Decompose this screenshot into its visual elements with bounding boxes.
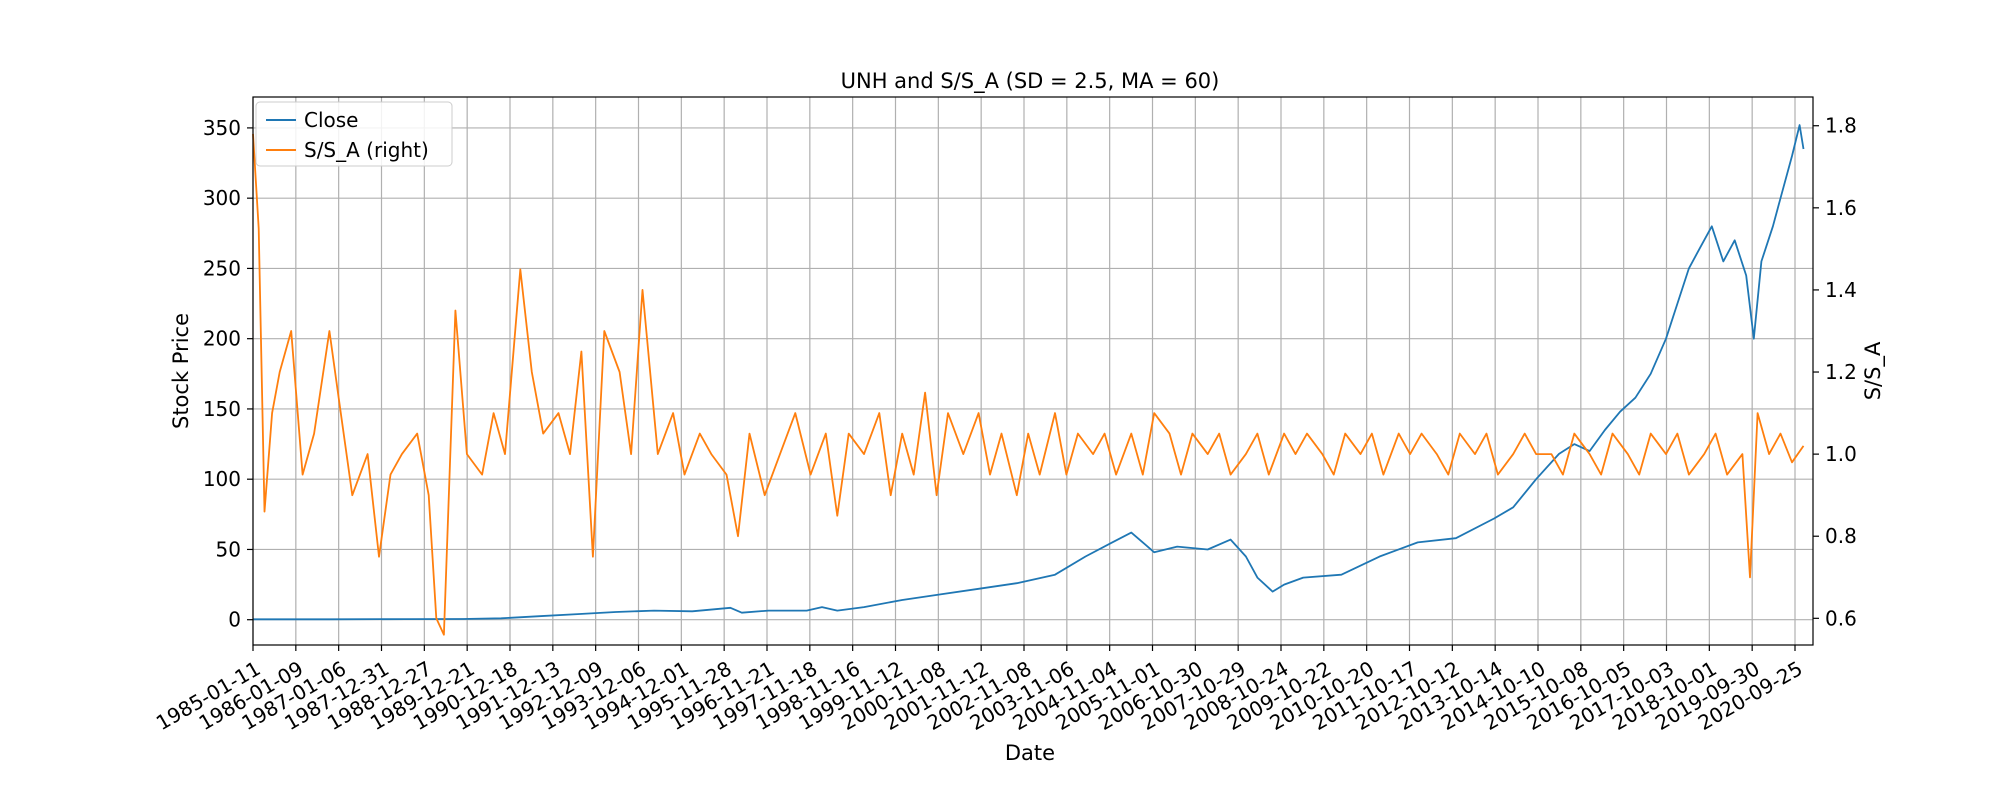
y-tick-label-right: 1.4 (1825, 278, 1857, 302)
y-tick-label-left: 0 (228, 608, 241, 632)
legend-box (255, 101, 453, 167)
series-line-ss-a (252, 133, 1805, 636)
grid (252, 97, 1813, 645)
y-tick-label-right: 0.6 (1825, 606, 1857, 630)
y-tick-label-left: 200 (203, 327, 241, 351)
y-tick-label-left: 100 (203, 467, 241, 491)
series-line-close (253, 124, 1805, 621)
legend-label-ss-a: S/S_A (right) (304, 138, 429, 162)
plot-frame (252, 96, 1814, 646)
chart-title: UNH and S/S_A (SD = 2.5, MA = 60) (841, 69, 1220, 94)
y-tick-label-left: 50 (216, 537, 241, 561)
x-axis-label: Date (1005, 741, 1055, 765)
y-axis-label-left: Stock Price (169, 313, 193, 429)
y-tick-label-left: 350 (203, 116, 241, 140)
y-tick-label-left: 300 (203, 186, 241, 210)
series-lines (252, 124, 1805, 636)
legend-label-close: Close (304, 108, 358, 132)
y-tick-label-left: 150 (203, 397, 241, 421)
legend: Close S/S_A (right) (255, 101, 453, 167)
y-tick-label-right: 1.8 (1825, 114, 1857, 138)
y-tick-label-right: 1.6 (1825, 196, 1857, 220)
y-tick-label-right: 1.0 (1825, 442, 1857, 466)
axes: 1985-01-111986-01-091987-01-061987-12-31… (152, 96, 1857, 735)
y-tick-label-left: 250 (203, 256, 241, 280)
y-tick-label-right: 0.8 (1825, 524, 1857, 548)
y-axis-label-right: S/S_A (1861, 341, 1886, 400)
y-tick-label-right: 1.2 (1825, 360, 1857, 384)
